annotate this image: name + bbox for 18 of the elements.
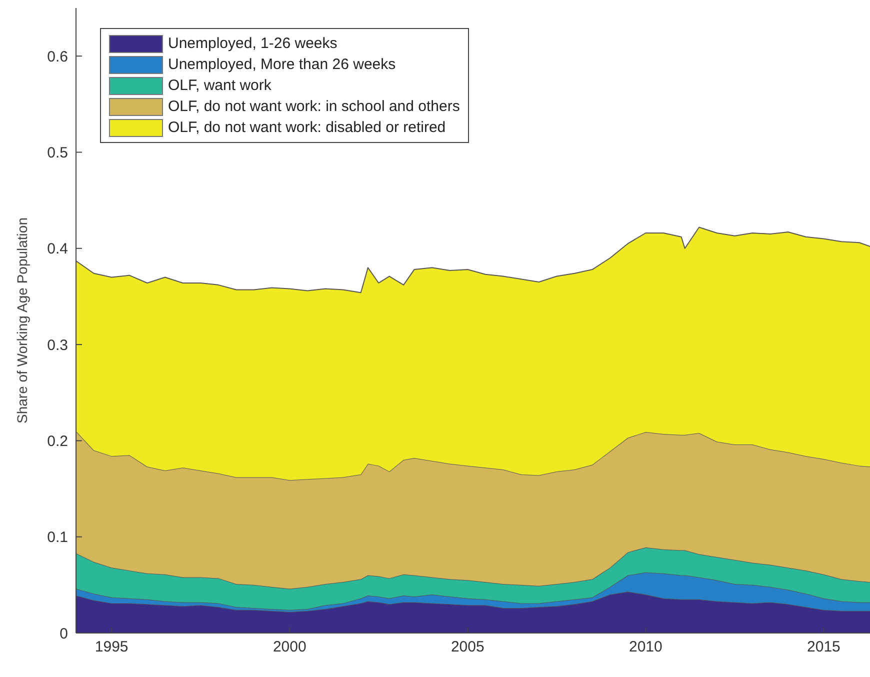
legend-label: OLF, want work <box>168 76 272 96</box>
x-tick-label: 2000 <box>272 638 306 656</box>
x-tick-label: 1995 <box>94 638 128 656</box>
legend-label: Unemployed, 1-26 weeks <box>168 34 338 54</box>
x-tick-label: 2015 <box>807 638 840 656</box>
x-tick-label: 2005 <box>450 638 484 656</box>
y-tick-label: 0.6 <box>47 48 68 66</box>
legend-label: OLF, do not want work: in school and others <box>168 97 460 117</box>
legend-label: OLF, do not want work: disabled or retired <box>168 118 446 138</box>
y-tick-label: 0.4 <box>47 240 68 258</box>
x-tick-label: 2010 <box>629 638 662 656</box>
y-axis-title: Share of Working Age Population <box>14 218 30 424</box>
y-tick-label: 0.5 <box>47 144 68 162</box>
y-tick-label: 0 <box>60 625 68 642</box>
y-tick-label: 0.2 <box>47 433 68 450</box>
y-tick-label: 0.1 <box>47 529 68 546</box>
legend-label: Unemployed, More than 26 weeks <box>168 55 396 75</box>
y-tick-label: 0.3 <box>47 336 68 354</box>
